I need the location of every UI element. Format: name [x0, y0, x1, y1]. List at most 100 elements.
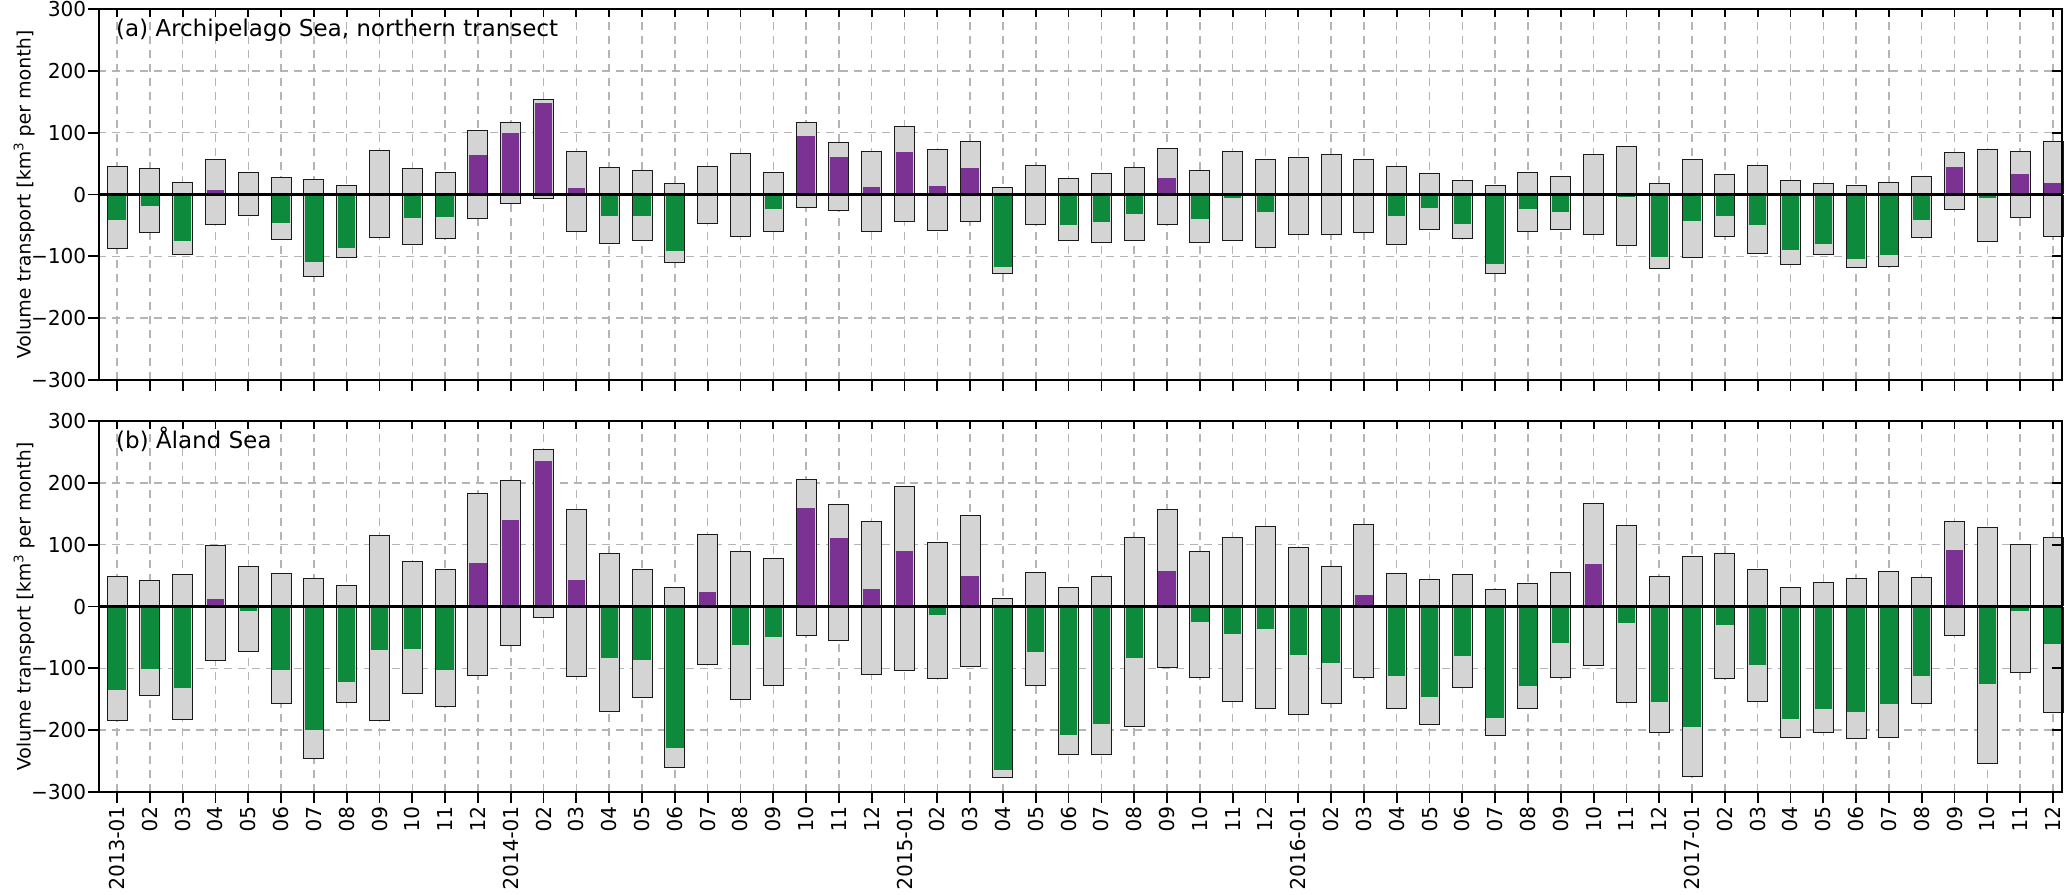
x-tick-label: 10 [794, 806, 819, 832]
x-tick-mark-top [1822, 8, 1825, 17]
x-tick-mark-bottom [1527, 793, 1529, 803]
x-tick-mark-top [1133, 420, 1136, 429]
gross-outflow-bar [533, 606, 555, 619]
gross-inflow-bar [369, 535, 390, 607]
net-transport-bar-negative [1388, 194, 1406, 216]
x-tick-mark-top [1002, 420, 1004, 429]
gross-outflow-bar [861, 606, 883, 675]
x-tick-mark-top [706, 420, 709, 429]
gross-inflow-bar [1681, 556, 1703, 607]
horizontal-gridline [98, 317, 2063, 319]
x-tick-mark-top [608, 420, 611, 429]
net-transport-bar-negative [305, 606, 323, 731]
x-tick-mark-bottom [1888, 793, 1890, 803]
x-tick-mark-bottom [477, 793, 479, 803]
x-tick-mark-bottom [1264, 381, 1267, 391]
x-tick-mark-top [116, 420, 118, 429]
x-tick-mark-bottom [1428, 381, 1431, 391]
x-tick-label: 06 [1450, 806, 1475, 832]
net-transport-bar-positive [502, 519, 520, 607]
y-axis-label-text: Volume transport [km [13, 562, 36, 771]
net-transport-bar-negative [1748, 194, 1767, 226]
net-transport-bar-negative [1716, 194, 1734, 216]
y-tick-label: 0 [73, 594, 86, 619]
gross-outflow-bar [369, 194, 390, 239]
x-tick-label: 11 [433, 806, 458, 832]
x-tick-mark-top [1100, 420, 1103, 429]
x-tick-mark-top [903, 8, 906, 17]
net-transport-bar-negative [633, 194, 651, 217]
panel-a-title: (a) Archipelago Sea, northern transect [116, 16, 559, 42]
x-tick-label: 05 [1023, 806, 1048, 832]
x-tick-label: 10 [1975, 806, 2000, 832]
gross-inflow-bar [106, 575, 128, 607]
gross-outflow-bar [1287, 194, 1309, 236]
x-tick-mark-bottom [1428, 793, 1431, 803]
x-tick-mark-top [444, 8, 447, 17]
x-tick-mark-top [1264, 420, 1267, 429]
gross-outflow-bar [894, 194, 916, 222]
x-tick-mark-top [1789, 420, 1792, 429]
net-transport-bar-negative [141, 606, 159, 669]
gross-inflow-bar [139, 579, 161, 607]
x-tick-mark-bottom [1527, 381, 1529, 391]
gross-inflow-bar [106, 166, 128, 195]
y-tick-mark-right [2052, 69, 2061, 72]
x-tick-mark-top [1494, 8, 1497, 17]
y-tick-mark-right [2052, 667, 2061, 670]
x-tick-mark-bottom [772, 793, 775, 803]
net-transport-bar-negative [1683, 606, 1701, 728]
gross-outflow-bar [204, 194, 226, 225]
x-tick-mark-bottom [1231, 381, 1234, 391]
x-tick-mark-top [969, 420, 972, 429]
net-transport-bar-positive [1584, 564, 1603, 607]
x-tick-mark-bottom [1330, 793, 1332, 803]
x-tick-mark-bottom [1691, 381, 1693, 391]
x-tick-mark-bottom [936, 793, 939, 803]
gross-outflow-bar [729, 194, 751, 237]
gross-inflow-bar [1419, 578, 1441, 607]
x-tick-mark-bottom [1034, 793, 1037, 803]
net-transport-bar-negative [436, 606, 454, 671]
x-tick-mark-top [1198, 420, 1201, 429]
gross-inflow-bar [631, 569, 653, 607]
gross-outflow-bar [1320, 194, 1342, 236]
x-tick-mark-top [1264, 8, 1267, 17]
gross-inflow-bar [1386, 166, 1408, 195]
gross-inflow-bar [1714, 174, 1736, 195]
x-tick-mark-bottom [1494, 381, 1497, 391]
x-tick-mark-bottom [1756, 793, 1759, 803]
gross-inflow-bar [1976, 149, 1998, 195]
net-transport-bar-negative [436, 194, 454, 217]
gross-inflow-bar [1287, 156, 1309, 195]
y-tick-mark-left [88, 255, 98, 258]
net-transport-bar-positive [863, 187, 881, 195]
net-transport-bar-positive [830, 157, 848, 195]
x-tick-mark-top [247, 420, 250, 429]
y-tick-mark-right [2052, 193, 2061, 196]
y-axis-label-superscript: 3 [12, 142, 28, 151]
x-tick-label: 07 [1483, 806, 1508, 832]
x-tick-mark-bottom [969, 381, 972, 391]
x-tick-label: 06 [269, 806, 294, 832]
x-tick-mark-top [1920, 8, 1923, 17]
gross-outflow-bar [467, 606, 489, 676]
x-tick-mark-bottom [280, 381, 282, 391]
x-tick-label: 05 [1417, 806, 1442, 832]
gross-inflow-bar [1189, 550, 1211, 607]
gross-outflow-bar [1222, 194, 1244, 241]
x-tick-label: 07 [1876, 806, 1901, 832]
y-tick-label: 0 [73, 182, 86, 207]
y-tick-mark-left [88, 193, 98, 196]
net-transport-bar-negative [1191, 606, 1209, 622]
x-tick-mark-bottom [641, 793, 643, 803]
x-tick-mark-bottom [608, 793, 611, 803]
x-tick-mark-bottom [1888, 381, 1890, 391]
horizontal-gridline [98, 667, 2063, 670]
gross-inflow-bar [1090, 575, 1112, 607]
y-tick-label: −200 [31, 718, 86, 743]
x-tick-mark-bottom [1986, 381, 1989, 391]
x-tick-mark-top [1756, 420, 1759, 429]
y-tick-mark-left [88, 729, 98, 732]
net-transport-bar-negative [337, 194, 356, 249]
